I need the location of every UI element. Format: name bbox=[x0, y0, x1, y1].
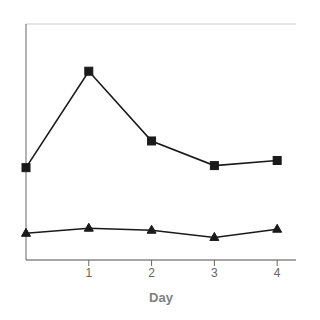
svg-text:3: 3 bbox=[211, 266, 218, 280]
svg-text:2: 2 bbox=[148, 266, 155, 280]
svg-text:4: 4 bbox=[274, 266, 281, 280]
svg-text:1: 1 bbox=[85, 266, 92, 280]
svg-text:Day: Day bbox=[149, 290, 174, 305]
